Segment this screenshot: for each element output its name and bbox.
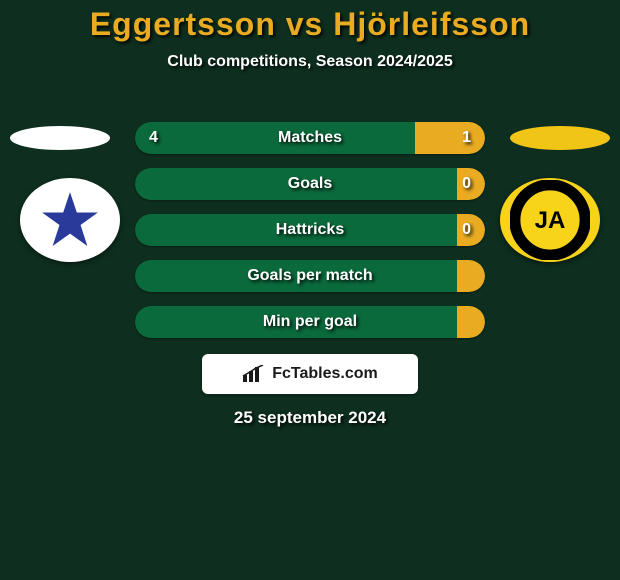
page-title: Eggertsson vs Hjörleifsson [0,6,620,43]
stat-row: Min per goal [135,306,485,338]
stat-value-right: 1 [462,122,471,154]
stat-value-right: 0 [462,168,471,200]
comparison-card: Eggertsson vs Hjörleifsson Club competit… [0,0,620,580]
stat-row: Goals0 [135,168,485,200]
stat-value-right: 0 [462,214,471,246]
bars-icon [242,365,266,383]
right-ellipse [510,126,610,150]
brand-badge: FcTables.com [202,354,418,394]
brand-text: FcTables.com [272,365,378,383]
stat-row: Matches4 1 [135,122,485,154]
stat-rows: Matches41Goals0Hattricks0Goals per match… [135,122,485,352]
stat-row: Hattricks0 [135,214,485,246]
ring-badge-icon: JA [510,180,590,260]
date-label: 25 september 2024 [0,408,620,428]
stat-label: Min per goal [135,306,485,338]
star-icon [39,189,101,251]
left-ellipse [10,126,110,150]
stat-label: Matches [135,122,485,154]
subtitle: Club competitions, Season 2024/2025 [0,53,620,71]
stat-row: Goals per match [135,260,485,292]
right-crest: JA [500,178,600,262]
left-crest [20,178,120,262]
stat-label: Goals per match [135,260,485,292]
stat-label: Hattricks [135,214,485,246]
svg-text:JA: JA [535,207,566,234]
stat-value-left: 4 [149,122,158,154]
stat-label: Goals [135,168,485,200]
